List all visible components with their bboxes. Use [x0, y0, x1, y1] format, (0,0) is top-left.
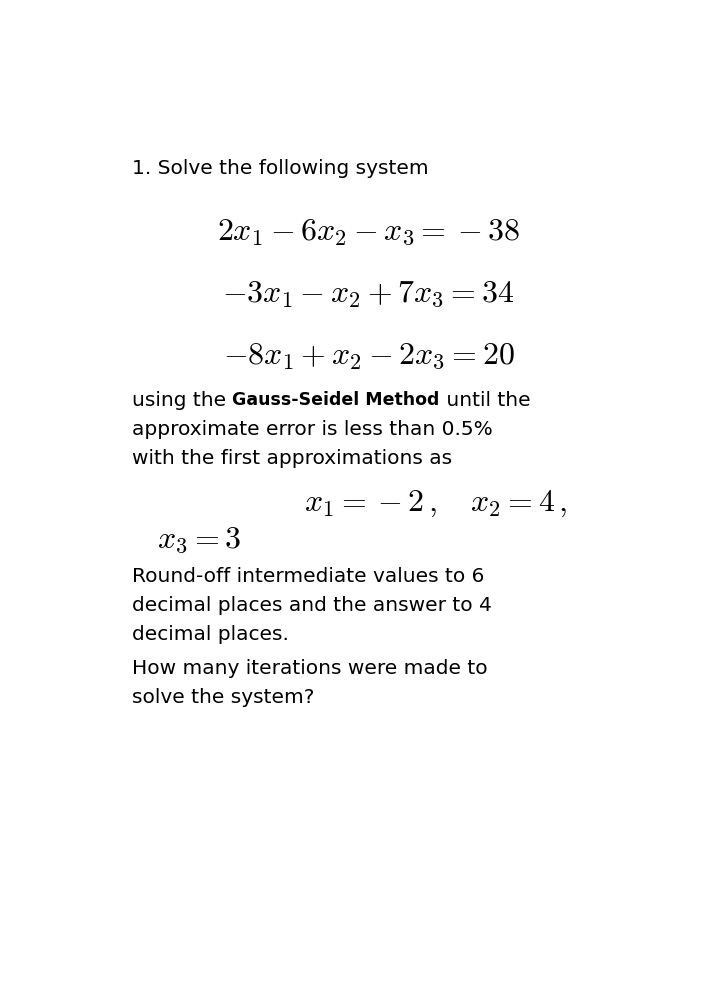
Text: using the: using the: [132, 391, 232, 410]
Text: 1. Solve the following system: 1. Solve the following system: [132, 159, 429, 179]
Text: $x_1 = -2\,, \quad x_2 = 4\,,$: $x_1 = -2\,, \quad x_2 = 4\,,$: [303, 488, 567, 519]
Text: $2x_1 - 6x_2 - x_3 = -38$: $2x_1 - 6x_2 - x_3 = -38$: [217, 216, 520, 247]
Text: with the first approximations as: with the first approximations as: [132, 448, 452, 468]
Text: How many iterations were made to: How many iterations were made to: [132, 659, 487, 678]
Text: Gauss-Seidel Method: Gauss-Seidel Method: [232, 391, 439, 409]
Text: decimal places and the answer to 4: decimal places and the answer to 4: [132, 595, 492, 615]
Text: $x_3 = 3$: $x_3 = 3$: [157, 524, 241, 555]
Text: Round-off intermediate values to 6: Round-off intermediate values to 6: [132, 567, 484, 587]
Text: decimal places.: decimal places.: [132, 625, 288, 644]
Text: $-8x_1 + x_2 - 2x_3 = 20$: $-8x_1 + x_2 - 2x_3 = 20$: [223, 339, 514, 371]
Text: approximate error is less than 0.5%: approximate error is less than 0.5%: [132, 420, 493, 439]
Text: $-3x_1 - x_2 + 7x_3 = 34$: $-3x_1 - x_2 + 7x_3 = 34$: [222, 278, 515, 309]
Text: solve the system?: solve the system?: [132, 688, 314, 707]
Text: until the: until the: [439, 391, 530, 410]
